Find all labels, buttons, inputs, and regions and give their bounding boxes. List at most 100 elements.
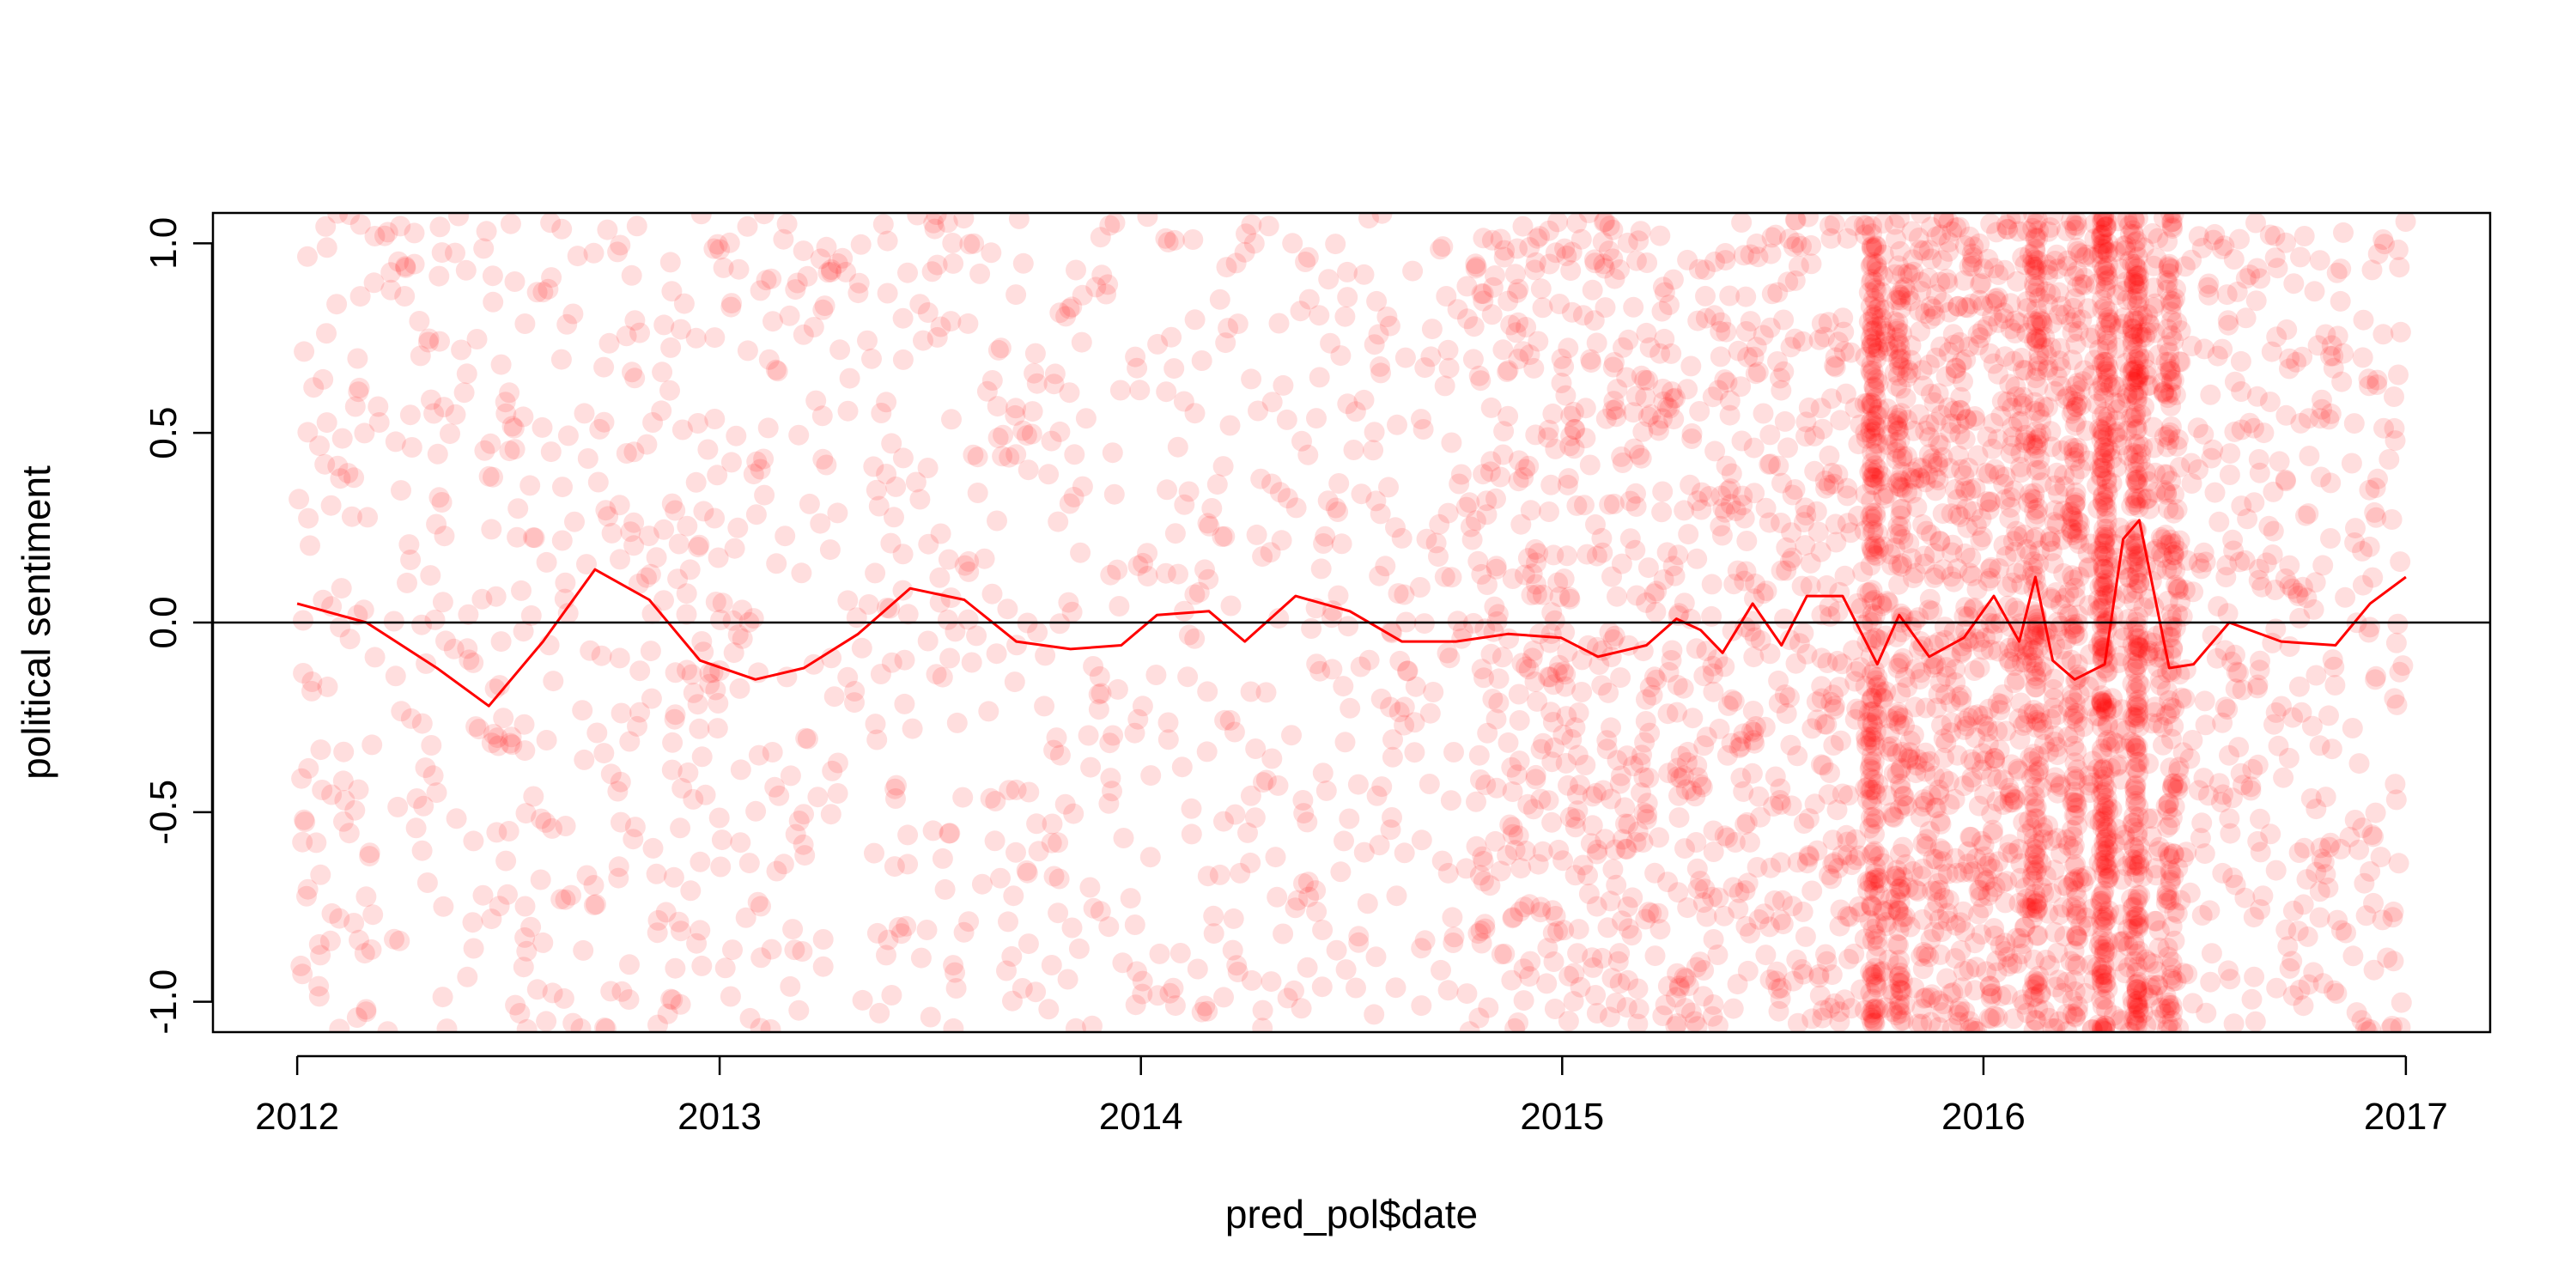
data-point: [1903, 724, 1924, 745]
data-point: [1969, 289, 1990, 311]
data-point: [1371, 213, 1393, 224]
data-point: [1698, 486, 1720, 507]
data-point: [1497, 361, 1518, 382]
data-point: [301, 680, 322, 702]
data-point: [1891, 349, 1912, 370]
data-point: [1876, 785, 1898, 806]
data-point: [2025, 400, 2045, 422]
data-point: [1915, 420, 1936, 441]
data-point: [2071, 309, 2093, 331]
data-point: [2390, 551, 2411, 573]
data-point: [651, 400, 672, 422]
data-point: [1915, 761, 1936, 782]
data-point: [2148, 344, 2169, 366]
data-point: [1722, 689, 1742, 710]
data-point: [1897, 795, 1918, 817]
data-point: [2162, 218, 2184, 239]
data-point: [520, 916, 542, 938]
data-point: [2013, 715, 2034, 737]
data-point: [1670, 768, 1692, 789]
data-point: [2024, 392, 2045, 413]
data-point: [1522, 799, 1544, 820]
data-point: [1833, 321, 1855, 343]
data-point: [1898, 748, 1919, 769]
data-point: [872, 214, 894, 235]
data-point: [1741, 621, 1762, 642]
data-point: [1615, 813, 1636, 835]
data-point: [2092, 743, 2112, 764]
data-point: [1947, 558, 1968, 580]
data-point: [1602, 248, 1624, 270]
data-point: [1816, 951, 1838, 972]
data-point: [2000, 443, 2021, 465]
data-point: [2030, 982, 2051, 1004]
data-point: [1973, 714, 1995, 735]
data-point: [1564, 418, 1585, 440]
data-point: [2062, 565, 2083, 586]
data-point: [1947, 445, 1969, 466]
data-point: [2106, 284, 2128, 306]
data-point: [1667, 674, 1688, 696]
data-point: [1652, 481, 1674, 502]
data-point: [2008, 600, 2028, 622]
data-point: [2022, 434, 2044, 456]
data-point: [387, 796, 409, 817]
data-point: [1665, 1016, 1686, 1032]
data-point: [416, 872, 438, 893]
data-point: [1800, 552, 1821, 574]
data-point: [2146, 247, 2167, 269]
data-point: [2321, 738, 2342, 760]
data-point: [1832, 845, 1853, 866]
data-point: [1091, 264, 1113, 286]
data-point: [2169, 351, 2190, 373]
data-point: [624, 368, 646, 389]
data-point: [2194, 690, 2215, 712]
data-point: [1540, 474, 1562, 495]
data-point: [1577, 544, 1598, 565]
data-point: [2069, 442, 2090, 464]
data-point: [1437, 642, 1458, 664]
data-point: [957, 609, 979, 630]
data-point: [2153, 381, 2174, 403]
data-point: [691, 746, 713, 768]
data-point: [1309, 660, 1331, 682]
data-point: [1616, 839, 1637, 860]
data-point: [803, 317, 824, 337]
data-point: [622, 361, 642, 383]
data-point: [1906, 755, 1928, 776]
data-point: [1897, 482, 1917, 503]
data-point: [2309, 907, 2330, 928]
data-point: [782, 919, 804, 940]
data-point: [2126, 979, 2148, 1000]
data-point: [1570, 775, 1590, 796]
data-point: [1870, 872, 1892, 894]
data-point: [2199, 900, 2221, 921]
data-point: [2013, 560, 2034, 580]
data-point: [458, 604, 479, 625]
data-point: [1563, 991, 1584, 1012]
data-point: [1984, 288, 2006, 309]
data-point: [2264, 247, 2286, 269]
data-point: [421, 735, 442, 756]
data-point: [2075, 420, 2097, 441]
data-point: [1810, 754, 1832, 775]
data-point: [1331, 533, 1352, 555]
data-point: [677, 515, 698, 537]
data-point: [2279, 636, 2300, 657]
data-point: [1155, 228, 1176, 249]
data-point: [333, 811, 354, 832]
data-point: [657, 1003, 678, 1024]
data-point: [1827, 650, 1848, 671]
data-point: [1290, 301, 1311, 322]
data-point: [514, 927, 536, 948]
data-point: [2033, 337, 2055, 358]
data-point: [2122, 361, 2143, 382]
data-point: [1715, 250, 1736, 271]
data-point: [1161, 326, 1182, 348]
data-point: [1929, 944, 1951, 965]
data-point: [2067, 260, 2088, 282]
data-point: [543, 671, 564, 692]
data-point: [747, 891, 769, 913]
data-point: [1181, 823, 1202, 845]
data-point: [1753, 325, 1774, 346]
